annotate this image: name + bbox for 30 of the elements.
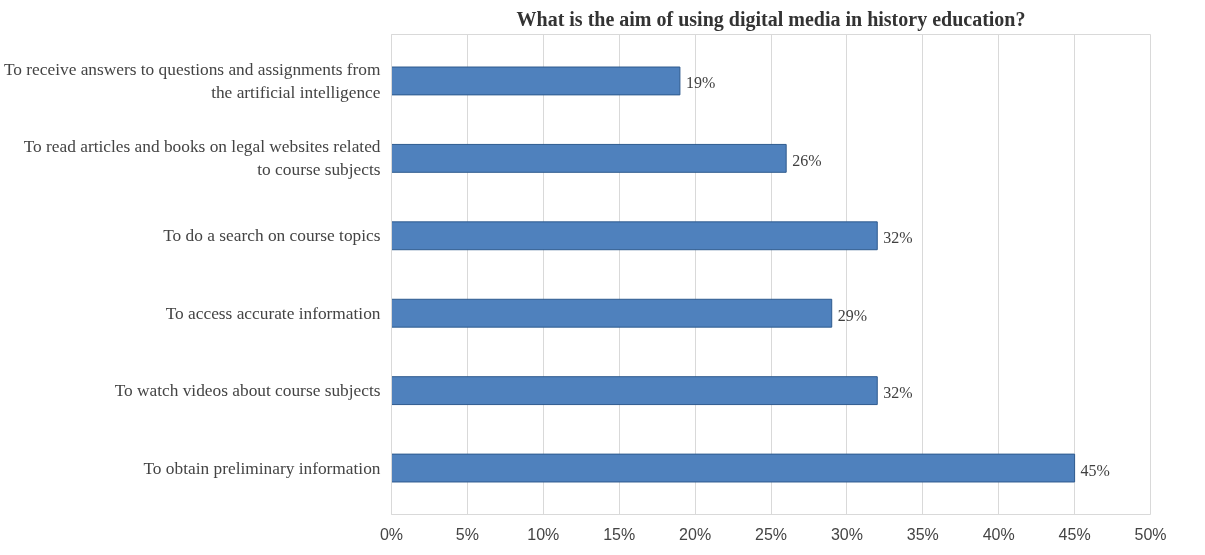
x-tick-label: 45% [1058,525,1091,543]
chart-title: What is the aim of using digital media in history education? [516,7,1026,31]
y-tick-label: To receive answers to questions and assignments from the artificial intelligence [3,60,382,102]
x-tick-label: 10% [527,525,560,543]
bar [391,221,878,251]
x-tick-label: 50% [1134,525,1167,543]
bar [391,376,878,406]
data-label: 45% [1080,461,1110,479]
y-tick-label: To access accurate information [165,303,381,323]
bar [391,143,787,173]
data-label: 32% [883,229,913,247]
x-tick-label: 40% [982,525,1015,543]
y-tick-label: To obtain preliminary information [143,458,381,478]
x-tick-label: 0% [379,525,404,543]
x-tick-label: 15% [603,525,636,543]
bar [391,298,833,328]
x-tick-label: 30% [830,525,863,543]
x-tick-label: 5% [455,525,479,543]
data-label: 26% [792,151,822,169]
bar [391,66,681,96]
x-tick-label: 35% [906,525,939,543]
data-label: 19% [685,74,716,92]
bar [391,453,1076,483]
y-tick-label: To read articles and books on legal websites related to course subjects [23,137,381,180]
data-label: 29% [837,306,868,324]
y-tick-label: To watch videos about course subjects [114,381,381,401]
x-tick-label: 25% [754,525,788,543]
y-tick-label: To do a search on course topics [163,226,381,246]
x-tick-label: 20% [679,525,712,543]
data-label: 32% [883,384,913,402]
